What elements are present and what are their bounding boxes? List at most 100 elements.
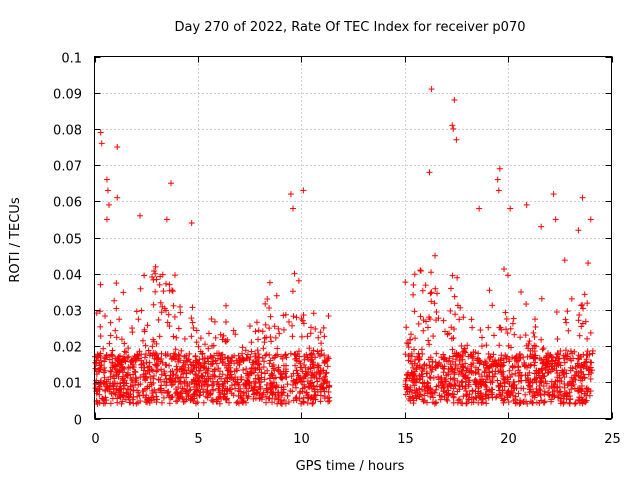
y-tick-label: 0: [74, 414, 82, 429]
data-point: [497, 356, 504, 363]
data-point: [272, 352, 279, 359]
data-point: [434, 362, 441, 369]
data-point: [168, 287, 175, 294]
data-point: [489, 368, 496, 375]
data-point: [483, 342, 490, 349]
data-point: [115, 373, 122, 380]
data-point: [173, 388, 180, 395]
data-point: [427, 290, 434, 297]
data-point: [290, 313, 297, 320]
y-tick-label: 0.1: [61, 52, 82, 67]
data-point: [268, 370, 275, 377]
data-point: [547, 368, 554, 375]
data-point: [451, 366, 458, 373]
data-point: [506, 367, 513, 374]
data-point: [304, 400, 311, 407]
data-point: [511, 379, 518, 386]
data-point: [211, 318, 218, 325]
data-point: [120, 375, 127, 382]
data-point: [585, 260, 592, 267]
data-point: [511, 363, 518, 370]
data-point: [223, 302, 230, 309]
data-point: [151, 268, 158, 275]
data-point: [520, 398, 527, 405]
data-point: [580, 351, 587, 358]
data-point: [440, 351, 447, 358]
data-point: [299, 378, 306, 385]
data-point: [544, 369, 551, 376]
data-point: [103, 176, 110, 183]
data-point: [103, 216, 110, 223]
data-point: [96, 399, 103, 406]
data-point: [145, 396, 152, 403]
data-point: [443, 389, 450, 396]
data-point: [289, 288, 296, 295]
data-point: [489, 386, 496, 393]
data-point: [188, 220, 195, 227]
data-point: [428, 298, 435, 305]
data-point: [496, 165, 503, 172]
data-point: [266, 304, 273, 311]
data-point: [541, 372, 548, 379]
y-tick-labels: 0 0.01 0.02 0.03 0.04 0.05 0.06 0.07 0.08 0.09 0.1: [53, 52, 82, 429]
data-point: [496, 342, 503, 349]
data-point: [262, 321, 269, 328]
data-point: [449, 122, 456, 129]
data-point: [487, 377, 494, 384]
data-point: [468, 368, 475, 375]
data-point: [230, 327, 237, 334]
data-point: [523, 301, 530, 308]
data-point: [410, 397, 417, 404]
data-point: [256, 395, 263, 402]
data-point: [407, 386, 414, 393]
data-point: [266, 375, 273, 382]
data-point: [292, 395, 299, 402]
data-point: [509, 392, 516, 399]
data-point: [527, 362, 534, 369]
data-point: [209, 382, 216, 389]
data-point: [525, 345, 532, 352]
data-point: [424, 399, 431, 406]
data-point: [413, 387, 420, 394]
data-point: [555, 394, 562, 401]
data-point: [500, 355, 507, 362]
data-point: [163, 382, 170, 389]
data-point: [584, 300, 591, 307]
data-point: [240, 366, 247, 373]
data-point: [180, 398, 187, 405]
data-point: [311, 388, 318, 395]
data-point: [117, 389, 124, 396]
data-point: [141, 326, 148, 333]
data-point: [416, 385, 423, 392]
data-point: [209, 360, 216, 367]
data-point: [216, 373, 223, 380]
data-point: [495, 383, 502, 390]
data-point: [266, 351, 273, 358]
data-point: [407, 358, 414, 365]
data-point: [140, 387, 147, 394]
data-point: [249, 387, 256, 394]
data-point: [557, 388, 564, 395]
data-point: [322, 373, 329, 380]
data-point: [258, 374, 265, 381]
data-point: [403, 324, 410, 331]
data-point: [560, 371, 567, 378]
data-point: [580, 305, 587, 312]
data-point: [99, 395, 106, 402]
data-point: [554, 361, 561, 368]
data-point: [261, 376, 268, 383]
data-point: [500, 397, 507, 404]
data-point: [416, 353, 423, 360]
data-point: [446, 355, 453, 362]
data-point: [144, 322, 151, 329]
data-point: [552, 216, 559, 223]
data-point: [543, 380, 550, 387]
data-point: [450, 399, 457, 406]
data-point: [501, 396, 508, 403]
data-point: [96, 391, 103, 398]
data-point: [428, 269, 435, 276]
data-point: [143, 392, 150, 399]
data-point: [167, 375, 174, 382]
data-point: [219, 371, 226, 378]
data-point: [307, 357, 314, 364]
